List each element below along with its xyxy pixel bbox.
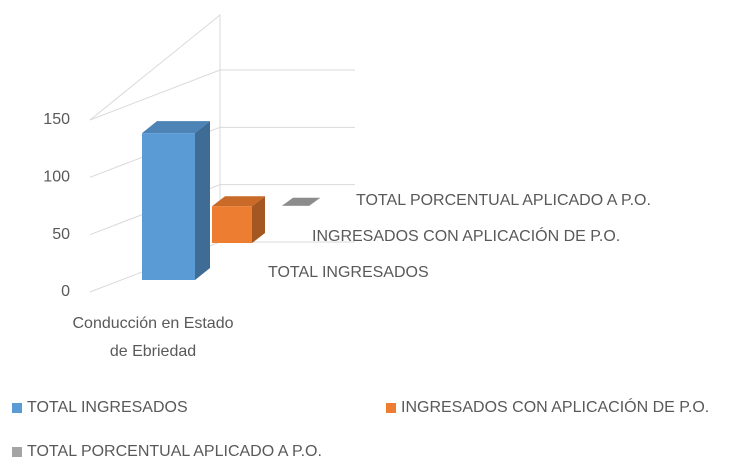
wall-edge <box>89 13 221 242</box>
bar <box>142 133 195 280</box>
bar-top-shade <box>212 196 265 207</box>
x-tick-label: Conducción en Estado de Ebriedad <box>72 315 234 360</box>
bar-top-shade <box>142 121 210 134</box>
bar-side <box>309 197 320 206</box>
legend-label: TOTAL PORCENTUAL APLICADO A P.O. <box>27 443 322 459</box>
bar-side <box>195 121 210 281</box>
bar-top <box>142 121 210 134</box>
bar-side-shade <box>309 197 320 206</box>
bar-side-shade <box>252 196 265 243</box>
y-tick-label: 150 <box>43 111 70 128</box>
y-tick-label: 0 <box>61 283 70 300</box>
y-tick-label: 100 <box>43 169 70 186</box>
legend-swatch <box>386 403 396 413</box>
bar <box>212 206 252 243</box>
legend-swatch <box>12 403 22 413</box>
bar-top <box>212 196 265 207</box>
legend-swatch <box>12 447 22 457</box>
y-tick-label: 50 <box>52 226 70 243</box>
depth-axis-label: TOTAL INGRESADOS <box>268 264 429 281</box>
grid-line <box>89 126 355 178</box>
grid-line <box>89 69 355 121</box>
legend-label: TOTAL INGRESADOS <box>27 399 188 416</box>
depth-axis-label: INGRESADOS CON APLICACIÓN DE P.O. <box>312 226 620 245</box>
depth-axis-label: TOTAL PORCENTUAL APLICADO A P.O. <box>356 192 651 209</box>
bar-side <box>252 196 265 243</box>
bar-top-shade <box>282 197 320 206</box>
legend-label: INGRESADOS CON APLICACIÓN DE P.O. <box>401 397 709 416</box>
bar-top <box>282 197 320 206</box>
bar-side-shade <box>195 121 210 281</box>
